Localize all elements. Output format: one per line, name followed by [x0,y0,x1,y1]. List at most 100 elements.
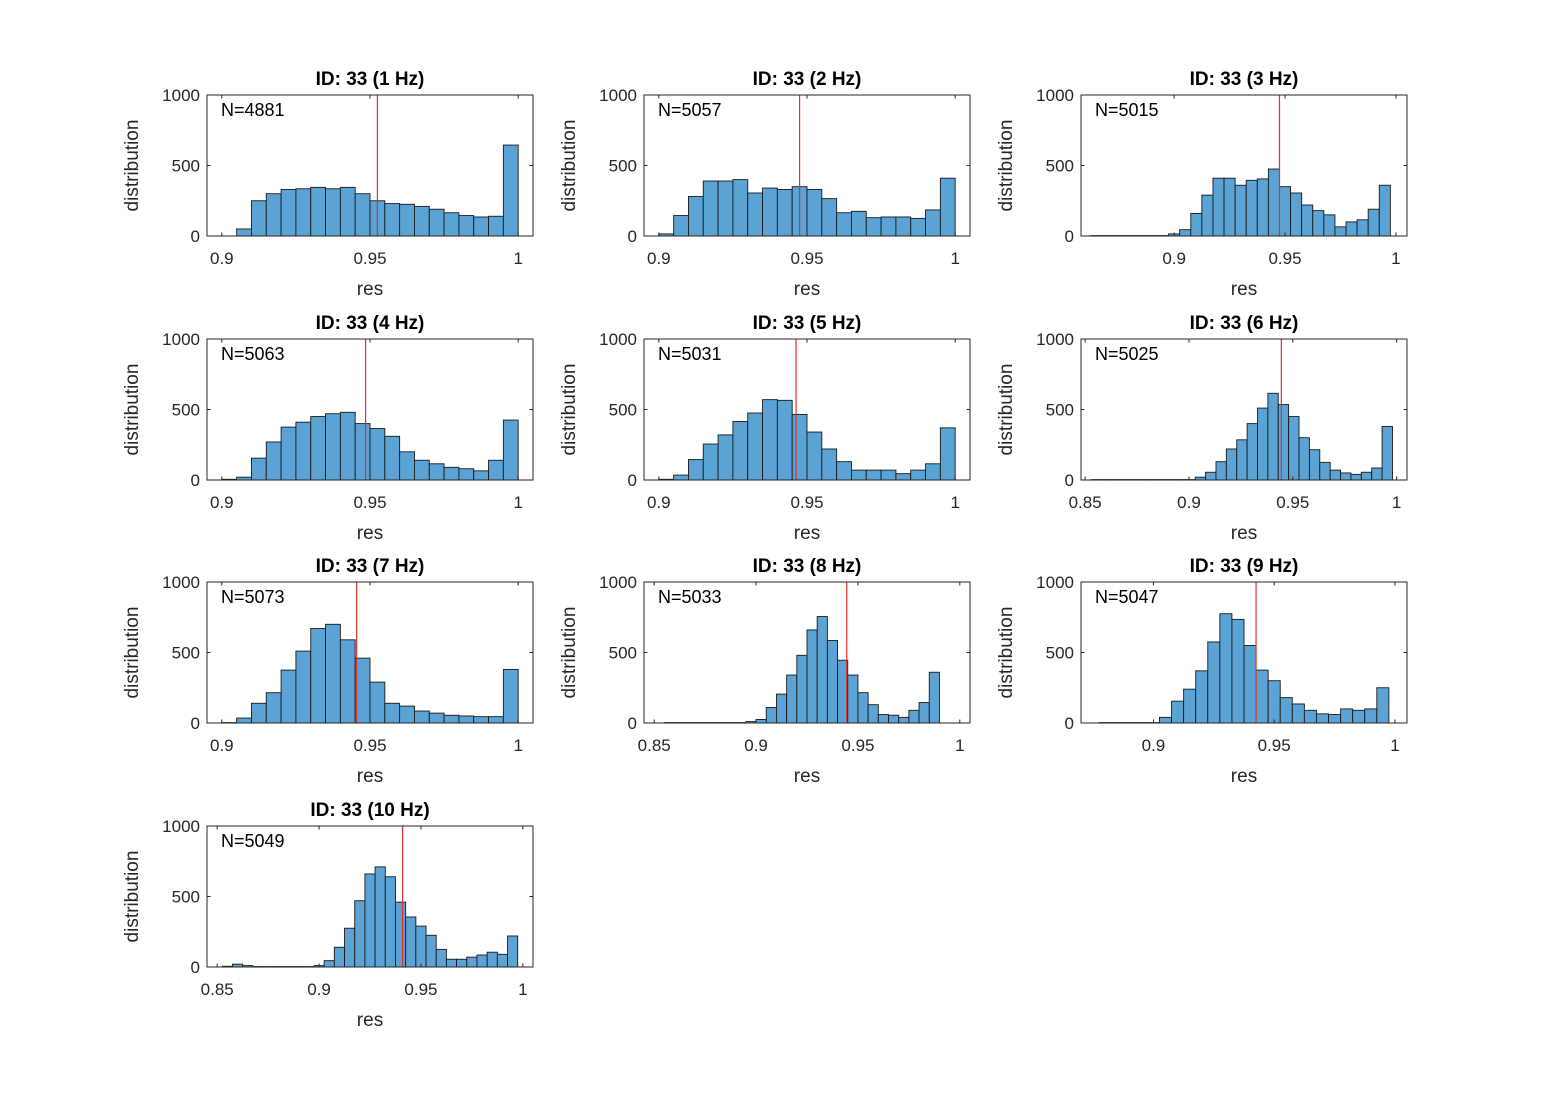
histogram-bar [762,187,778,237]
y-tick-label: 500 [1046,401,1074,420]
subplot-title: ID: 33 (4 Hz) [316,313,425,334]
y-tick-label: 0 [628,714,637,733]
subplot-title: ID: 33 (1 Hz) [316,69,425,90]
histogram-bar [395,901,407,968]
y-tick-label: 500 [172,157,200,176]
histogram-bar [1207,641,1221,724]
histogram-bar [354,423,371,481]
y-axis-label: distribution [559,120,580,212]
histogram-bar [473,216,490,237]
histogram-bar [1267,168,1280,237]
y-axis-label: distribution [122,851,143,943]
histogram-bar [865,469,882,481]
subplot-3: 0.9 0.95 1 0 500 1000 ID: 33 (3 Hz) res distribu… [996,69,1408,300]
x-tick-label: 0.9 [1142,736,1166,755]
histogram-bar [250,200,267,237]
x-tick-label: 0.9 [647,493,671,512]
y-axis-label: distribution [559,364,580,456]
histogram-bar [435,948,447,968]
histogram-bar [265,193,282,237]
histogram-bar [384,203,401,237]
sample-count-label: N=5063 [221,344,285,364]
histogram-bar [280,189,297,237]
histogram-bar [762,399,778,481]
histogram-bar [1246,423,1258,481]
y-tick-label: 0 [191,227,200,246]
histogram-bar [428,463,445,481]
y-axis-label: distribution [996,364,1017,456]
histogram-bar [1360,471,1373,481]
histogram-bar [925,463,941,481]
histogram-bar [473,470,490,481]
histogram-bar [354,900,366,968]
histogram-bar [918,702,930,724]
subplot-10: 0.85 0.9 0.95 1 0 500 1000 ID: 33 (10 Hz) res dis… [122,800,534,1031]
x-tick-label: 0.95 [353,493,386,512]
histogram-bar [895,216,912,237]
x-tick-label: 1 [1392,493,1401,512]
x-tick-label: 0.95 [1258,736,1291,755]
x-tick-label: 0.85 [201,980,234,999]
x-tick-label: 0.9 [1162,249,1186,268]
histogram-bar [333,946,345,968]
histogram-bar [880,469,897,481]
x-tick-label: 0.95 [353,736,386,755]
histogram-bar [295,421,312,481]
histogram-bar [816,616,828,724]
x-tick-label: 0.9 [647,249,671,268]
histogram-bar [425,934,437,968]
histogram-bar [888,714,900,724]
histogram-bar [898,716,910,724]
histogram-bar [1352,709,1366,724]
subplot-title: ID: 33 (8 Hz) [753,556,862,577]
histogram-bar [325,188,341,237]
y-axis-label: distribution [122,364,143,456]
subplot-title: ID: 33 (5 Hz) [753,313,862,334]
histogram-bar [1367,208,1380,237]
x-tick-label: 0.95 [404,980,437,999]
y-axis-label: distribution [559,607,580,699]
x-axis-label: res [357,279,383,300]
y-tick-label: 0 [191,471,200,490]
histogram-bar [776,189,793,237]
x-axis-label: res [357,1010,383,1031]
y-tick-label: 500 [609,644,637,663]
histogram-bar [488,215,504,237]
histogram-bar [702,180,719,237]
x-axis-label: res [794,523,820,544]
histogram-bar [310,628,327,724]
histogram-bar [755,719,767,724]
histogram-bar [836,461,852,481]
y-axis-label: distribution [996,607,1017,699]
histogram-bar [1236,439,1248,481]
histogram-bar [1312,210,1325,237]
histogram-bar [458,715,475,724]
histogram-bar [1376,687,1390,724]
histogram-bar [399,451,415,481]
histogram-bar [910,469,926,481]
histogram-bar [1334,226,1347,237]
histogram-bar [502,144,519,237]
histogram-bar [732,179,749,237]
histogram-bar [880,216,897,237]
histogram-bar [488,716,504,724]
x-tick-label: 0.85 [638,736,671,755]
histogram-bar [1303,709,1317,724]
histogram-bar [384,702,401,724]
x-axis-label: res [357,766,383,787]
histogram-bar [826,640,839,724]
y-tick-label: 1000 [162,330,200,349]
histogram-bar [265,692,282,724]
y-tick-label: 0 [191,714,200,733]
histogram-bar [458,215,475,237]
y-tick-label: 1000 [599,86,637,105]
histogram-bar [369,681,386,724]
histogram-bar [507,935,519,968]
histogram-bar [865,217,882,237]
histogram-bar [1179,229,1192,237]
histogram-bar [399,705,415,724]
histogram-bar [877,714,889,724]
histogram-bar [250,457,267,481]
histogram-bar [1279,697,1293,724]
